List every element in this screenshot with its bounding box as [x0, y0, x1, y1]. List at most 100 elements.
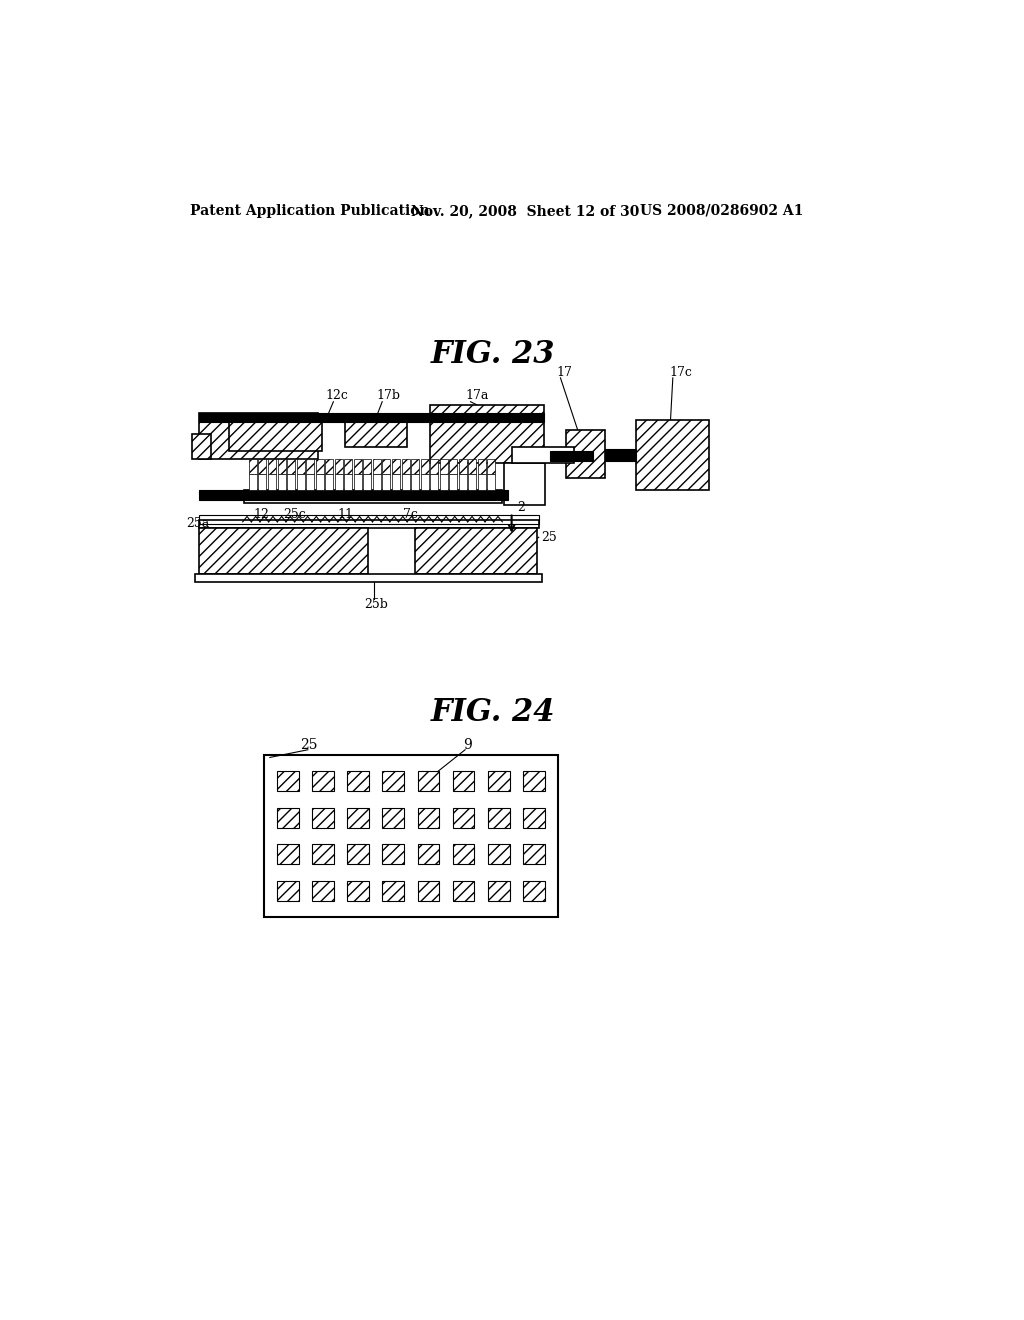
Bar	[306, 459, 314, 474]
Bar	[347, 808, 369, 828]
Bar	[418, 808, 439, 828]
Bar	[364, 459, 372, 474]
Bar	[487, 771, 510, 792]
Bar	[382, 845, 404, 865]
Bar	[453, 845, 474, 865]
Bar	[382, 474, 390, 490]
Bar	[453, 771, 474, 792]
Bar	[523, 771, 545, 792]
Text: 7c: 7c	[403, 508, 418, 520]
Bar	[459, 459, 467, 474]
Bar	[312, 808, 334, 828]
Text: 12c: 12c	[326, 389, 348, 403]
Bar	[566, 430, 604, 478]
Bar	[312, 845, 334, 865]
Bar	[344, 459, 352, 474]
Bar	[297, 474, 304, 490]
Bar	[347, 845, 369, 865]
Bar	[228, 422, 322, 451]
Bar	[382, 771, 404, 792]
Bar	[200, 528, 369, 574]
Bar	[468, 474, 476, 490]
Bar	[278, 880, 299, 900]
Bar	[258, 459, 266, 474]
Bar	[344, 474, 352, 490]
Bar	[249, 459, 257, 474]
Bar	[450, 474, 457, 490]
Text: 17b: 17b	[376, 389, 400, 403]
Text: 2: 2	[517, 500, 525, 513]
Bar	[523, 808, 545, 828]
Bar	[312, 771, 334, 792]
Bar	[200, 412, 317, 459]
Bar	[439, 474, 447, 490]
Text: 25a: 25a	[186, 517, 209, 529]
Bar	[278, 459, 286, 474]
Bar	[373, 459, 381, 474]
Bar	[306, 474, 314, 490]
Bar	[195, 574, 542, 582]
Bar	[450, 459, 457, 474]
Bar	[478, 474, 485, 490]
Bar	[523, 880, 545, 900]
Bar	[487, 880, 510, 900]
Bar	[418, 880, 439, 900]
Bar	[487, 845, 510, 865]
Text: 25: 25	[541, 531, 557, 544]
Bar	[312, 880, 334, 900]
Bar	[373, 474, 381, 490]
Bar	[268, 474, 275, 490]
Bar	[200, 520, 539, 528]
Bar	[487, 459, 496, 474]
Bar	[191, 434, 211, 459]
Bar	[315, 474, 324, 490]
Text: 11: 11	[337, 508, 353, 520]
Bar	[453, 808, 474, 828]
Bar	[487, 808, 510, 828]
Text: 17: 17	[557, 366, 572, 379]
Bar	[335, 459, 343, 474]
Bar	[345, 422, 407, 447]
Text: 25b: 25b	[365, 598, 388, 611]
Bar	[392, 474, 400, 490]
Bar	[487, 474, 496, 490]
Bar	[335, 474, 343, 490]
Bar	[430, 459, 438, 474]
Bar	[401, 459, 410, 474]
Bar	[245, 490, 502, 503]
Text: 25: 25	[300, 738, 317, 752]
Bar	[550, 451, 593, 461]
Bar	[200, 490, 508, 499]
Bar	[392, 459, 400, 474]
Bar	[287, 459, 295, 474]
Bar	[421, 459, 429, 474]
Bar	[347, 880, 369, 900]
Bar	[364, 474, 372, 490]
Text: 17a: 17a	[465, 389, 488, 403]
Bar	[453, 880, 474, 900]
Text: 25c: 25c	[283, 508, 306, 520]
Text: 17c: 17c	[669, 366, 692, 379]
Bar	[415, 528, 538, 574]
Text: Nov. 20, 2008  Sheet 12 of 30: Nov. 20, 2008 Sheet 12 of 30	[411, 203, 639, 218]
Bar	[411, 459, 419, 474]
Text: US 2008/0286902 A1: US 2008/0286902 A1	[640, 203, 803, 218]
Bar	[512, 447, 573, 462]
Bar	[459, 474, 467, 490]
Bar	[326, 474, 333, 490]
Bar	[478, 459, 485, 474]
Bar	[297, 459, 304, 474]
Bar	[258, 474, 266, 490]
Bar	[354, 459, 361, 474]
Bar	[347, 771, 369, 792]
Bar	[278, 771, 299, 792]
Bar	[200, 412, 544, 422]
Bar	[411, 474, 419, 490]
Bar	[287, 474, 295, 490]
Bar	[326, 459, 333, 474]
Bar	[382, 808, 404, 828]
Bar	[418, 771, 439, 792]
Text: 9: 9	[463, 738, 471, 752]
Bar	[315, 459, 324, 474]
Bar	[268, 459, 275, 474]
